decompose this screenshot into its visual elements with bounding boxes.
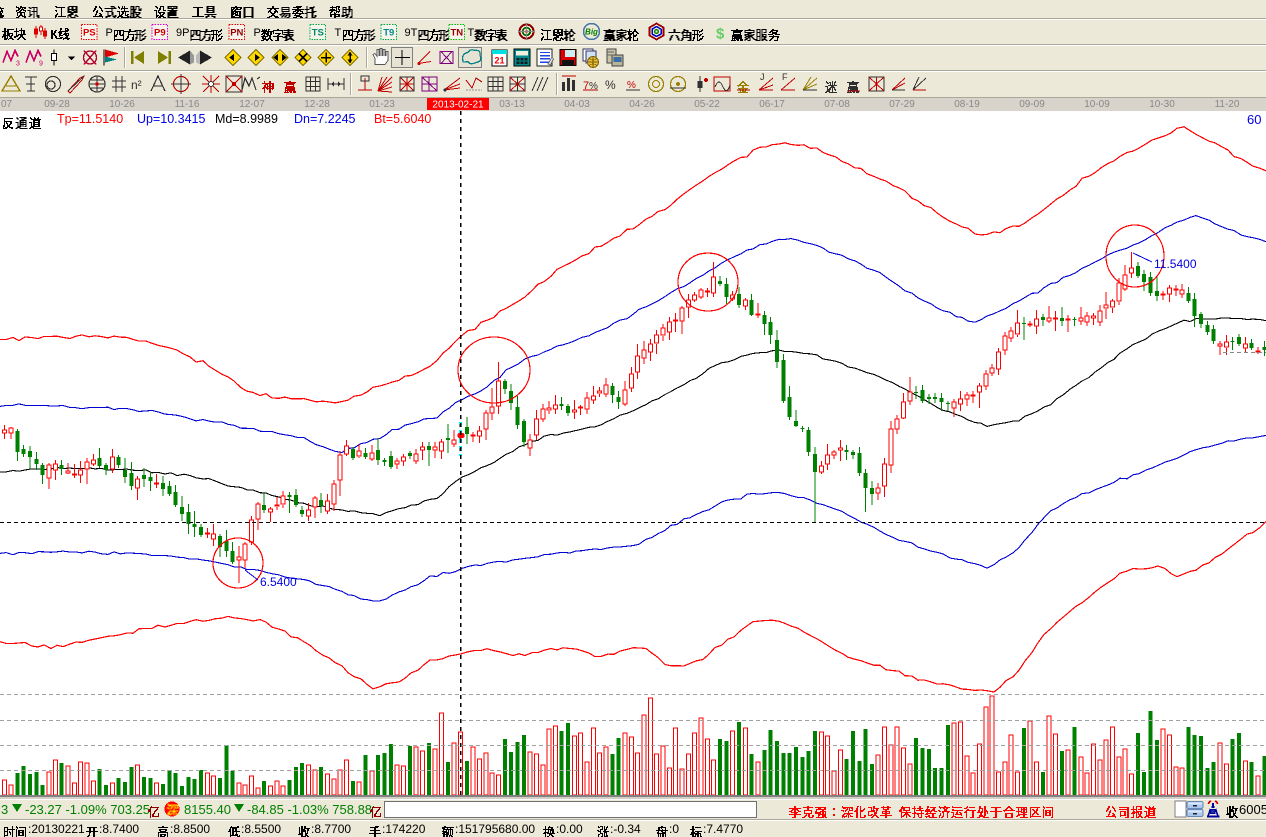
svg-text:3: 3 [16, 61, 20, 68]
svg-text:TS: TS [312, 28, 324, 39]
svg-text:12-07: 12-07 [239, 99, 265, 110]
svg-text::8.5500: :8.5500 [241, 822, 281, 836]
svg-text:04-26: 04-26 [629, 99, 655, 110]
svg-text::8.8500: :8.8500 [170, 822, 210, 836]
svg-text:-23.27 -1.09% 703.25: -23.27 -1.09% 703.25 [25, 802, 150, 817]
svg-text:7: 7 [583, 80, 589, 92]
svg-text:09-28: 09-28 [44, 99, 70, 110]
svg-text:03-13: 03-13 [499, 99, 525, 110]
svg-text:TN: TN [450, 28, 463, 39]
svg-text:11.5400: 11.5400 [1154, 257, 1197, 271]
svg-text:T: T [335, 27, 342, 39]
svg-text::7.4770: :7.4770 [703, 822, 743, 836]
svg-text:60: 60 [1247, 112, 1261, 127]
svg-text:Tp=11.5140: Tp=11.5140 [57, 112, 123, 126]
svg-text:05-22: 05-22 [694, 99, 720, 110]
svg-text::8.7700: :8.7700 [311, 822, 351, 836]
svg-text::0.00: :0.00 [556, 822, 583, 836]
svg-text:9P: 9P [176, 27, 189, 39]
svg-text:9T: 9T [405, 27, 418, 39]
svg-text:Big: Big [585, 28, 598, 37]
svg-text:P: P [254, 27, 261, 39]
svg-text:3: 3 [1, 802, 8, 817]
svg-text::151795680.00: :151795680.00 [455, 822, 535, 836]
svg-text:06-17: 06-17 [759, 99, 785, 110]
svg-text:04-03: 04-03 [564, 99, 590, 110]
svg-text:21: 21 [494, 56, 504, 66]
svg-text:Md=8.9989: Md=8.9989 [215, 112, 278, 126]
svg-text:T: T [468, 27, 475, 39]
svg-text::8.7400: :8.7400 [99, 822, 139, 836]
svg-text:PN: PN [230, 28, 243, 39]
svg-text:10-09: 10-09 [1084, 99, 1110, 110]
svg-text:P9: P9 [154, 28, 166, 39]
svg-text::20130221: :20130221 [28, 822, 85, 836]
svg-text:8155.40: 8155.40 [184, 802, 231, 817]
svg-text:J: J [760, 72, 765, 82]
svg-text:Up=10.3415: Up=10.3415 [137, 112, 206, 126]
svg-text:9: 9 [39, 61, 43, 68]
svg-text::174220: :174220 [382, 822, 426, 836]
svg-text:07-08: 07-08 [824, 99, 850, 110]
svg-text:T9: T9 [383, 28, 394, 39]
svg-text:$: $ [716, 26, 725, 43]
svg-text:Bt=5.6040: Bt=5.6040 [374, 112, 431, 126]
svg-text:%: % [605, 78, 616, 92]
svg-text:PS: PS [83, 28, 96, 39]
svg-text:01-23: 01-23 [369, 99, 395, 110]
svg-text:6.5400: 6.5400 [260, 575, 297, 589]
svg-text:Dn=7.2245: Dn=7.2245 [294, 112, 356, 126]
svg-text:n²: n² [131, 78, 142, 92]
svg-text:-84.85 -1.03% 758.88: -84.85 -1.03% 758.88 [247, 802, 372, 817]
svg-text::0: :0 [669, 822, 679, 836]
svg-text:%: % [627, 80, 636, 91]
svg-text:F: F [782, 72, 788, 82]
svg-text:10-30: 10-30 [1149, 99, 1175, 110]
svg-text:09-09: 09-09 [1019, 99, 1045, 110]
svg-text:08-19: 08-19 [954, 99, 980, 110]
svg-text::-0.34: :-0.34 [610, 822, 641, 836]
svg-text:6005: 6005 [1239, 802, 1266, 817]
svg-text:07: 07 [1, 99, 13, 110]
svg-text:12-28: 12-28 [304, 99, 330, 110]
svg-text:11-16: 11-16 [175, 99, 200, 110]
svg-text:10-26: 10-26 [109, 99, 135, 110]
svg-text:2013-02-21: 2013-02-21 [432, 100, 484, 111]
svg-text:07-29: 07-29 [889, 99, 915, 110]
svg-text:%: % [589, 81, 598, 92]
svg-text:P: P [106, 27, 113, 39]
svg-text:11-20: 11-20 [1215, 99, 1240, 110]
